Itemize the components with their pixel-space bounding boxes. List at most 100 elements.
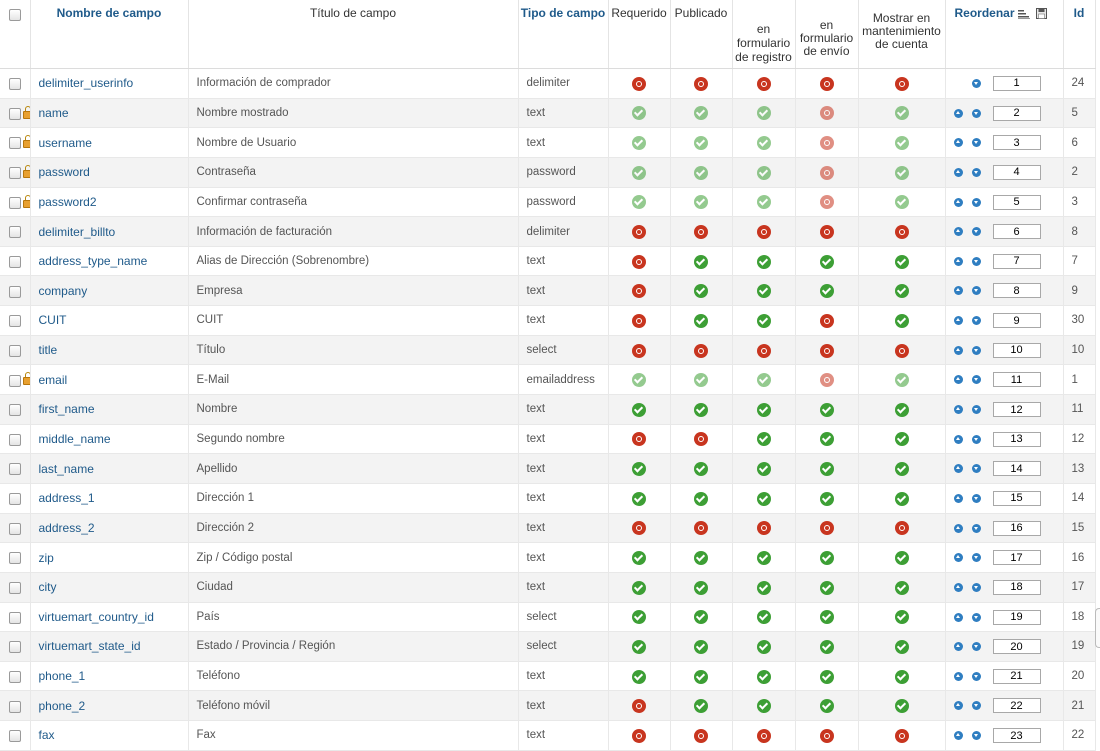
unpublished-circle-icon[interactable] [632, 432, 646, 447]
check-circle-icon[interactable] [756, 491, 771, 506]
field-name-link[interactable]: CUIT [30, 305, 189, 336]
field-name-link[interactable]: password [30, 157, 189, 188]
move-down-arrow-icon[interactable] [971, 78, 981, 88]
row-checkbox[interactable] [8, 493, 21, 506]
ordering-input[interactable] [992, 639, 1041, 655]
check-circle-icon[interactable] [894, 639, 909, 654]
ordering-input[interactable] [992, 224, 1041, 240]
ordering-input[interactable] [992, 253, 1041, 269]
ordering-input[interactable] [992, 520, 1041, 536]
check-circle-icon[interactable] [632, 639, 646, 654]
unpublished-circle-icon[interactable] [632, 224, 646, 239]
move-down-arrow-icon[interactable] [971, 642, 981, 652]
row-checkbox[interactable] [8, 582, 21, 595]
scroll-edge-handle[interactable] [1095, 608, 1100, 648]
ordering-input[interactable] [992, 579, 1041, 595]
check-circle-icon[interactable] [756, 432, 771, 447]
unpublished-circle-icon[interactable] [894, 76, 909, 91]
unpublished-circle-icon[interactable] [694, 728, 708, 743]
field-name-link[interactable]: delimiter_userinfo [30, 68, 189, 99]
field-name-link[interactable]: first_name [30, 394, 189, 425]
check-circle-icon[interactable] [694, 639, 708, 654]
field-name-link[interactable]: zip [30, 542, 189, 573]
field-name-link[interactable]: company [30, 275, 189, 307]
check-circle-icon[interactable] [694, 669, 708, 684]
check-circle-icon[interactable] [819, 254, 834, 269]
ordering-input[interactable] [992, 728, 1041, 744]
sort-order-icon[interactable] [1017, 9, 1030, 19]
check-circle-icon[interactable] [632, 550, 646, 565]
check-circle-icon[interactable] [694, 491, 708, 506]
move-up-arrow-icon[interactable] [953, 464, 963, 474]
unpublished-circle-icon[interactable] [819, 521, 834, 536]
unpublished-circle-icon[interactable] [756, 343, 771, 358]
unpublished-circle-icon[interactable] [819, 728, 834, 743]
move-up-arrow-icon[interactable] [953, 227, 963, 237]
ordering-input[interactable] [992, 313, 1041, 329]
move-up-arrow-icon[interactable] [953, 553, 963, 563]
field-name-link[interactable]: last_name [30, 453, 189, 484]
unpublished-circle-icon[interactable] [756, 521, 771, 536]
move-down-arrow-icon[interactable] [971, 671, 981, 681]
unpublished-circle-icon[interactable] [694, 343, 708, 358]
unpublished-circle-icon[interactable] [894, 521, 909, 536]
row-checkbox[interactable] [8, 226, 21, 239]
unpublished-circle-icon[interactable] [894, 728, 909, 743]
row-checkbox[interactable] [8, 255, 21, 268]
row-checkbox[interactable] [8, 404, 21, 417]
move-up-arrow-icon[interactable] [953, 642, 963, 652]
move-up-arrow-icon[interactable] [953, 345, 963, 355]
check-circle-icon[interactable] [632, 580, 646, 595]
ordering-input[interactable] [992, 164, 1041, 180]
unpublished-circle-icon[interactable] [819, 313, 834, 328]
field-name-link[interactable]: phone_1 [30, 661, 189, 692]
check-circle-icon[interactable] [756, 254, 771, 269]
unpublished-circle-icon[interactable] [632, 343, 646, 358]
unpublished-circle-icon[interactable] [756, 728, 771, 743]
row-checkbox[interactable] [8, 730, 21, 743]
check-circle-icon[interactable] [894, 491, 909, 506]
ordering-input[interactable] [992, 550, 1041, 566]
check-circle-icon[interactable] [894, 402, 909, 417]
check-circle-icon[interactable] [632, 491, 646, 506]
check-circle-icon[interactable] [756, 610, 771, 625]
check-circle-icon[interactable] [894, 699, 909, 714]
check-circle-icon[interactable] [694, 699, 708, 714]
field-name-link[interactable]: title [30, 335, 189, 366]
move-up-arrow-icon[interactable] [953, 671, 963, 681]
ordering-input[interactable] [992, 75, 1041, 91]
unpublished-circle-icon[interactable] [632, 76, 646, 91]
check-circle-icon[interactable] [894, 254, 909, 269]
move-up-arrow-icon[interactable] [953, 316, 963, 326]
unpublished-circle-icon[interactable] [819, 76, 834, 91]
check-circle-icon[interactable] [894, 432, 909, 447]
ordering-input[interactable] [992, 490, 1041, 506]
move-up-arrow-icon[interactable] [953, 493, 963, 503]
field-name-link[interactable]: virtuemart_state_id [30, 631, 189, 662]
move-up-arrow-icon[interactable] [953, 167, 963, 177]
check-circle-icon[interactable] [632, 462, 646, 477]
ordering-input[interactable] [992, 402, 1041, 418]
check-circle-icon[interactable] [756, 639, 771, 654]
row-checkbox[interactable] [8, 107, 21, 120]
move-down-arrow-icon[interactable] [971, 375, 981, 385]
row-checkbox[interactable] [8, 670, 21, 683]
field-name-link[interactable]: address_2 [30, 513, 189, 544]
move-down-arrow-icon[interactable] [971, 405, 981, 415]
move-down-arrow-icon[interactable] [971, 434, 981, 444]
check-circle-icon[interactable] [694, 313, 708, 328]
check-circle-icon[interactable] [632, 669, 646, 684]
header-reorder-label[interactable]: Reordenar [954, 6, 1015, 20]
unpublished-circle-icon[interactable] [694, 521, 708, 536]
field-name-link[interactable]: password2 [30, 187, 189, 218]
check-circle-icon[interactable] [694, 610, 708, 625]
move-up-arrow-icon[interactable] [953, 197, 963, 207]
check-circle-icon[interactable] [756, 580, 771, 595]
field-name-link[interactable]: delimiter_billto [30, 216, 189, 247]
check-circle-icon[interactable] [819, 462, 834, 477]
check-circle-icon[interactable] [894, 313, 909, 328]
check-circle-icon[interactable] [894, 610, 909, 625]
select-all-checkbox[interactable] [8, 8, 21, 21]
unpublished-circle-icon[interactable] [819, 224, 834, 239]
field-name-link[interactable]: address_1 [30, 483, 189, 514]
